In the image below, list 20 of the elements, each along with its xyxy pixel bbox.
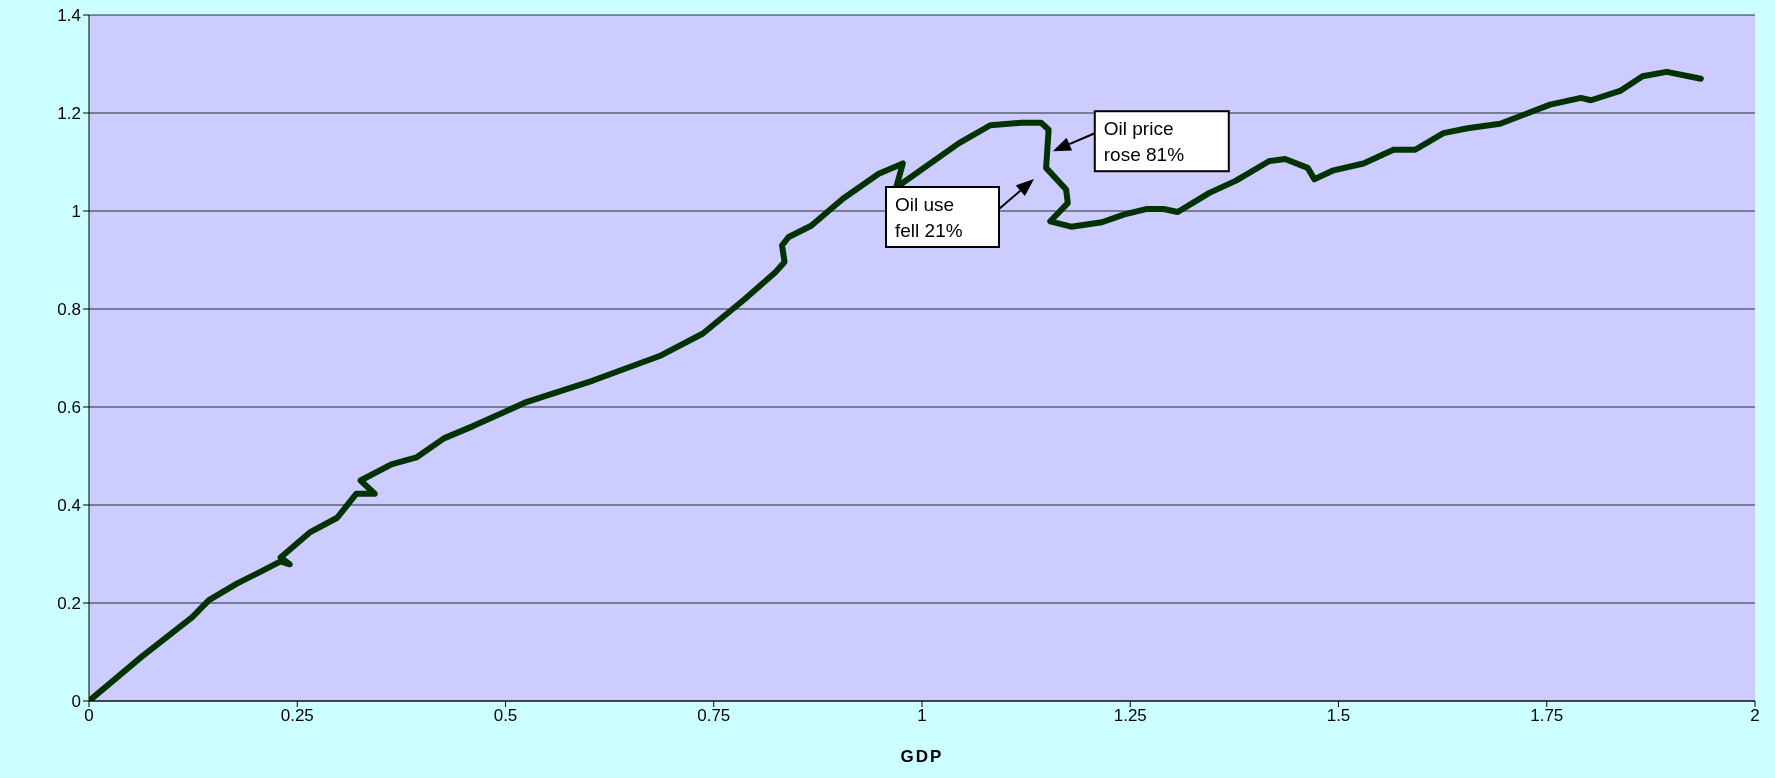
x-tick-label: 0.5	[493, 706, 518, 726]
annotation: Oil price rose 81%	[1103, 118, 1185, 166]
y-tick-label: 0.8	[57, 300, 81, 320]
annotation: Oil use fell 21%	[895, 194, 963, 241]
y-tick-label: 0.2	[57, 594, 81, 614]
x-tick-label: 0	[84, 706, 94, 726]
y-tick-label: 1.2	[57, 104, 81, 124]
x-tick-label: 0.75	[697, 706, 731, 726]
x-tick-label: 1.25	[1113, 706, 1147, 726]
y-tick-label: 1	[71, 202, 81, 222]
x-tick-label: 0.25	[280, 706, 314, 726]
x-tick-label: 1.5	[1326, 706, 1351, 726]
x-tick-label: 1.75	[1530, 706, 1564, 726]
y-tick-label: 1.4	[57, 6, 81, 26]
x-tick-label: 2	[1750, 706, 1760, 726]
y-tick-label: 0.4	[57, 496, 81, 516]
x-axis-title: GDP	[900, 747, 944, 766]
y-tick-label: 0.6	[57, 398, 81, 418]
x-tick-label: 1	[917, 706, 927, 726]
y-tick-label: 0	[71, 692, 81, 712]
